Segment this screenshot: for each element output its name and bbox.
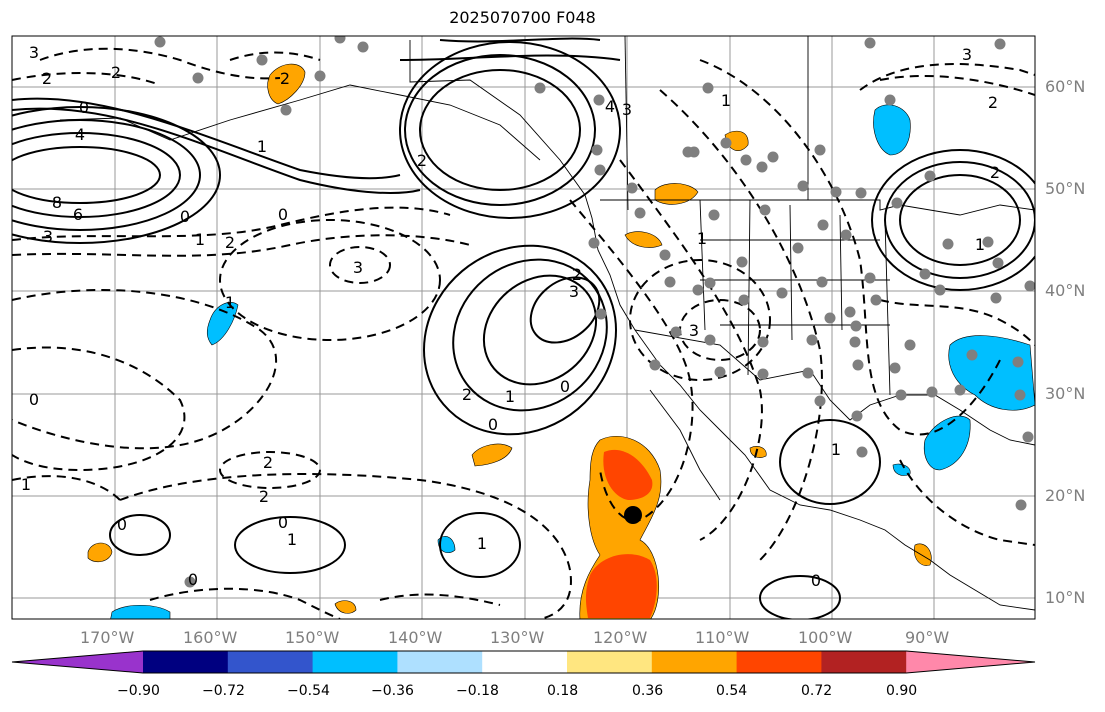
contour-label: 2 bbox=[572, 265, 582, 284]
contour-label: 1 bbox=[975, 235, 985, 254]
colorbar-segment bbox=[397, 651, 483, 673]
contour-label: 0 bbox=[811, 571, 821, 590]
solid-contours bbox=[12, 37, 1035, 619]
contour-label: 4 bbox=[605, 97, 615, 116]
lon-label: 160°W bbox=[183, 628, 238, 647]
colorbar-segment bbox=[821, 651, 907, 673]
station-dots bbox=[154, 36, 1035, 588]
contour-label: 2 bbox=[417, 151, 427, 170]
colorbar-segment bbox=[312, 651, 398, 673]
contour-label: 2 bbox=[988, 93, 998, 112]
lon-label: 170°W bbox=[80, 628, 135, 647]
lat-label: 30°N bbox=[1045, 384, 1086, 403]
contour-label: 3 bbox=[43, 227, 53, 246]
contour-label: 1 bbox=[21, 475, 31, 494]
contour-label: 1 bbox=[721, 91, 731, 110]
contour-label: 3 bbox=[353, 258, 363, 277]
colorbar-segment bbox=[567, 651, 653, 673]
contour-label: 0 bbox=[278, 205, 288, 224]
coastlines bbox=[59, 36, 1035, 611]
colorbar-tick-label: 0.90 bbox=[886, 683, 918, 699]
lat-label: 20°N bbox=[1045, 486, 1086, 505]
colorbar-tick-label: −0.36 bbox=[371, 683, 414, 699]
contour-label: 2 bbox=[990, 163, 1000, 182]
contour-label: 1 bbox=[477, 534, 487, 553]
contour-label: 2 bbox=[259, 487, 269, 506]
contour-label: 8 bbox=[52, 193, 62, 212]
contour-label: 0 bbox=[278, 513, 288, 532]
colorbar-tick-label: −0.18 bbox=[456, 683, 499, 699]
colorbar bbox=[11, 650, 1036, 674]
contour-label: 3 bbox=[622, 100, 632, 119]
contour-label: 3 bbox=[569, 282, 579, 301]
lon-label: 140°W bbox=[388, 628, 443, 647]
colorbar-extend-high bbox=[906, 651, 1035, 673]
colorbar-tick-label: 0.18 bbox=[547, 683, 579, 699]
contour-labels: 3 2 2 0 4 8 6 3 0 1 2 0 2 3 2 1 4 3 2 3 … bbox=[21, 43, 1000, 590]
colorbar-tick-label: 0.36 bbox=[632, 683, 664, 699]
colorbar-tick-label: −0.90 bbox=[117, 683, 160, 699]
lon-label: 120°W bbox=[593, 628, 648, 647]
contour-label: 0 bbox=[560, 377, 570, 396]
contour-label: 2 bbox=[111, 63, 121, 82]
contour-label: 2 bbox=[462, 385, 472, 404]
colorbar-outline bbox=[11, 650, 1036, 674]
location-marker bbox=[624, 506, 642, 524]
contour-label: 0 bbox=[29, 390, 39, 409]
lon-label: 110°W bbox=[695, 628, 750, 647]
colorbar-extend-low bbox=[12, 651, 143, 673]
contour-label: 3 bbox=[689, 321, 699, 340]
contour-label: 0 bbox=[188, 570, 198, 589]
colorbar-segment bbox=[482, 651, 568, 673]
contour-label: 0 bbox=[180, 207, 190, 226]
lat-label: 10°N bbox=[1045, 588, 1086, 607]
contour-label: 6 bbox=[73, 205, 83, 224]
contour-label: 1 bbox=[195, 230, 205, 249]
map-title: 2025070700 F048 bbox=[449, 8, 596, 27]
colorbar-tick-label: −0.54 bbox=[287, 683, 330, 699]
lon-label: 90°W bbox=[905, 628, 950, 647]
contour-label: 0 bbox=[117, 515, 127, 534]
colorbar-segment bbox=[736, 651, 822, 673]
colorbar-tick-label: −0.72 bbox=[202, 683, 245, 699]
gridlines bbox=[12, 36, 1035, 619]
contour-label: 3 bbox=[962, 45, 972, 64]
colorbar-tick-label: 0.72 bbox=[801, 683, 833, 699]
lat-label: 50°N bbox=[1045, 179, 1086, 198]
contour-label: 1 bbox=[287, 530, 297, 549]
contour-label: 0 bbox=[488, 415, 498, 434]
lat-label: 60°N bbox=[1045, 77, 1086, 96]
contour-label: 4 bbox=[75, 125, 85, 144]
colorbar-segment bbox=[143, 651, 229, 673]
map-border bbox=[11, 35, 1036, 620]
colorbar-segment bbox=[227, 651, 314, 673]
lon-label: 130°W bbox=[490, 628, 545, 647]
contour-label: 3 bbox=[29, 43, 39, 62]
contour-label: 1 bbox=[697, 229, 707, 248]
contour-label: 1 bbox=[257, 137, 267, 156]
contour-label: 0 bbox=[79, 98, 89, 117]
contour-label: 2 bbox=[225, 233, 235, 252]
positive-shading bbox=[87, 63, 932, 619]
contour-label: 2 bbox=[263, 453, 273, 472]
dashed-contours bbox=[12, 47, 1035, 619]
lon-label: 150°W bbox=[285, 628, 340, 647]
contour-label: 1 bbox=[831, 440, 841, 459]
contour-label: 1 bbox=[505, 387, 515, 406]
colorbar-tick-label: 0.54 bbox=[716, 683, 748, 699]
contour-label: 1 bbox=[225, 293, 235, 312]
contour-label: 2 bbox=[42, 69, 52, 88]
colorbar-segment bbox=[651, 651, 738, 673]
lat-label: 40°N bbox=[1045, 281, 1086, 300]
lon-label: 100°W bbox=[798, 628, 853, 647]
contour-label: 2 bbox=[280, 69, 290, 88]
